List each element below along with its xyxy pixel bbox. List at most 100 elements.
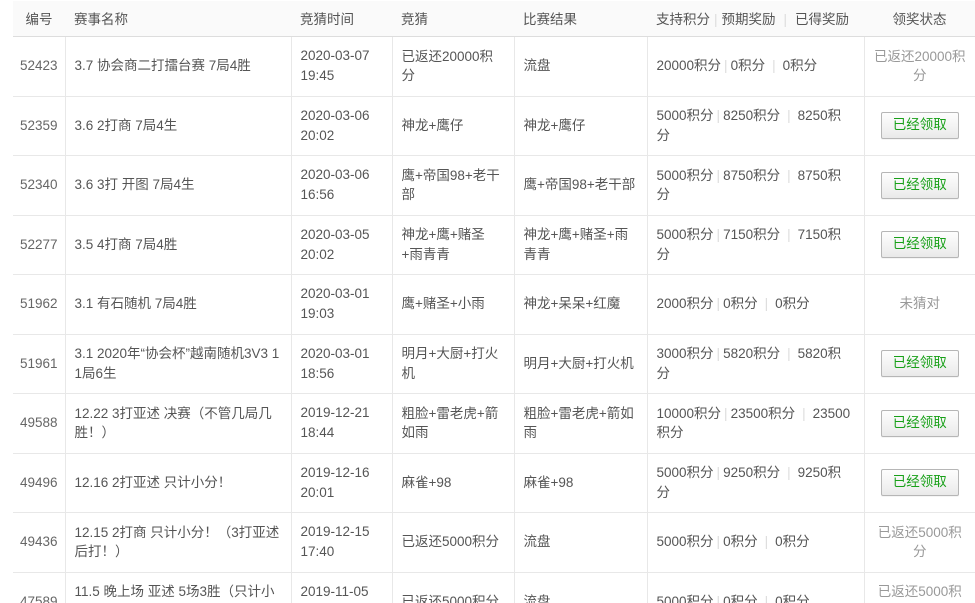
points-earned: 8250积分 — [656, 108, 842, 143]
cell-record-id: 51962 — [13, 274, 66, 335]
cell-event-name: 3.7 协会商二打擂台赛 7局4胜 — [65, 36, 292, 97]
points-support: 5000积分 — [656, 167, 714, 183]
cell-record-id: 47589 — [13, 572, 66, 603]
claim-reward-button[interactable]: 已经领取 — [880, 231, 959, 259]
points-earned: 0积分 — [782, 58, 818, 74]
points-separator-2: | — [764, 296, 769, 312]
cell-points: 20000积分 | 0积分 | 0积分 — [647, 36, 865, 97]
points-separator-2: | — [764, 593, 769, 603]
points-expected: 9250积分 — [723, 465, 781, 481]
points-earned: 7150积分 — [656, 227, 842, 262]
guess-date: 2020-03-06 — [300, 167, 370, 182]
points-separator-2: | — [802, 405, 806, 421]
table-row: 51962 3.1 有石随机 7局4胜 2020-03-01 19:03 鹰+赌圣+小雨… — [13, 274, 975, 335]
points-support: 3000积分 — [656, 346, 714, 362]
table-row: 49588 12.22 3打亚述 决赛（不管几局几胜！） 2019-12-21 18:… — [13, 393, 975, 454]
points-separator-2: | — [787, 346, 791, 362]
guess-clock: 16:56 — [300, 187, 335, 203]
points-expected: 7150积分 — [723, 227, 781, 243]
guess-clock: 18:44 — [300, 425, 335, 441]
cell-match-result: 流盘 — [514, 572, 648, 603]
points-separator-2: | — [787, 108, 791, 124]
points-separator-1: | — [716, 296, 721, 312]
cell-claim-status: 未猜对 — [864, 274, 975, 335]
header-separator-2: | — [783, 12, 788, 27]
cell-record-id: 49496 — [13, 453, 66, 513]
cell-points: 10000积分 | 23500积分 | 23500积分 — [647, 393, 865, 454]
cell-record-id: 49436 — [13, 512, 66, 573]
cell-guess: 鹰+赌圣+小雨 — [392, 274, 515, 335]
cell-event-name: 11.5 晚上场 亚述 5场3胜（只计小分！） — [65, 572, 292, 603]
table-row: 52340 3.6 3打 开图 7局4生 2020-03-06 16:56 鹰+帝国98… — [13, 155, 975, 216]
cell-record-id: 49588 — [13, 393, 66, 454]
table-row: 52423 3.7 协会商二打擂台赛 7局4胜 2020-03-07 19:45 已返还… — [13, 36, 975, 97]
cell-match-result: 粗脸+雷老虎+箭如雨 — [514, 393, 648, 454]
guess-clock: 17:40 — [300, 544, 335, 560]
claim-reward-button[interactable]: 已经领取 — [880, 469, 959, 497]
claim-status-text: 已返还5000积分 — [877, 524, 962, 560]
cell-guess-time: 2020-03-01 19:03 — [291, 274, 393, 335]
table-row: 49436 12.15 2打商 只计小分！（3打亚述后打！） 2019-12-15 1… — [13, 512, 975, 573]
points-support: 5000积分 — [656, 227, 714, 243]
points-support: 5000积分 — [656, 534, 714, 550]
cell-event-name: 3.1 有石随机 7局4胜 — [65, 274, 292, 335]
guess-date: 2020-03-01 — [300, 345, 370, 361]
cell-guess-time: 2020-03-01 18:56 — [291, 334, 393, 394]
cell-claim-status: 已经领取 — [864, 334, 975, 394]
cell-points: 5000积分 | 8750积分 | 8750积分 — [647, 155, 865, 216]
claim-reward-button[interactable]: 已经领取 — [880, 112, 959, 140]
points-expected: 8750积分 — [723, 167, 781, 183]
column-header-expected: 预期奖励 — [721, 12, 776, 27]
points-expected: 0积分 — [730, 58, 766, 74]
points-expected: 23500积分 — [730, 405, 796, 421]
cell-match-result: 流盘 — [514, 512, 648, 573]
cell-guess: 粗脸+雷老虎+箭如雨 — [392, 393, 515, 454]
points-separator-2: | — [787, 227, 791, 243]
cell-record-id: 51961 — [13, 334, 66, 394]
table-header-row: 编号 赛事名称 竞猜时间 竞猜 比赛结果 支持积分 | 预期奖励 | 已得奖励 领奖状态 — [13, 0, 975, 37]
points-support: 5000积分 — [656, 465, 714, 481]
cell-record-id: 52277 — [13, 215, 66, 275]
points-separator-1: | — [716, 167, 721, 183]
guess-date: 2020-03-05 — [300, 226, 370, 242]
points-expected: 8250积分 — [723, 108, 781, 124]
points-separator-1: | — [716, 108, 721, 124]
column-header-time: 竞猜时间 — [291, 0, 392, 37]
guess-date: 2020-03-06 — [300, 107, 370, 123]
betting-records-table: 编号 赛事名称 竞猜时间 竞猜 比赛结果 支持积分 | 预期奖励 | 已得奖励 领奖状态… — [13, 0, 975, 603]
points-separator-2: | — [772, 58, 776, 74]
points-earned: 9250积分 — [656, 465, 842, 500]
points-support: 5000积分 — [656, 593, 714, 603]
points-earned: 23500积分 — [656, 405, 851, 441]
cell-match-result: 麻雀+98 — [514, 453, 648, 513]
cell-event-name: 3.5 4打商 7局4胜 — [65, 215, 292, 275]
cell-event-name: 12.15 2打商 只计小分！（3打亚述后打！） — [65, 512, 292, 573]
cell-guess: 已返还20000积分 — [392, 36, 515, 97]
points-separator-1: | — [716, 465, 721, 481]
claim-status-text: 已返还5000积分 — [877, 584, 962, 600]
column-header-id: 编号 — [13, 0, 65, 37]
cell-guess-time: 2020-03-07 19:45 — [291, 36, 393, 97]
points-separator-1: | — [716, 227, 721, 243]
claim-reward-button[interactable]: 已经领取 — [880, 171, 959, 199]
cell-record-id: 52340 — [13, 155, 66, 216]
table-row: 52277 3.5 4打商 7局4胜 2020-03-05 20:02 神龙+鹰+赌圣+… — [13, 215, 975, 275]
claim-reward-button[interactable]: 已经领取 — [880, 409, 959, 437]
guess-clock: 20:01 — [300, 484, 335, 500]
column-header-status: 领奖状态 — [864, 0, 975, 37]
cell-points: 5000积分 | 9250积分 | 9250积分 — [647, 453, 865, 513]
claim-reward-button[interactable]: 已经领取 — [880, 350, 959, 378]
points-separator-2: | — [787, 167, 791, 183]
column-header-earned: 已得奖励 — [795, 12, 850, 27]
cell-claim-status: 已经领取 — [864, 393, 975, 454]
guess-date: 2019-12-15 — [300, 524, 370, 539]
points-earned: 0积分 — [775, 296, 810, 312]
cell-guess: 已返还5000积分 — [392, 512, 515, 573]
points-earned: 5820积分 — [656, 346, 842, 381]
points-earned: 0积分 — [775, 593, 810, 603]
table-row: 51961 3.1 2020年“协会杯”越南随机3V3 11局6生 2020-03-… — [13, 334, 975, 394]
cell-guess: 麻雀+98 — [392, 453, 515, 513]
points-support: 2000积分 — [656, 296, 714, 312]
points-support: 20000积分 — [656, 58, 722, 74]
